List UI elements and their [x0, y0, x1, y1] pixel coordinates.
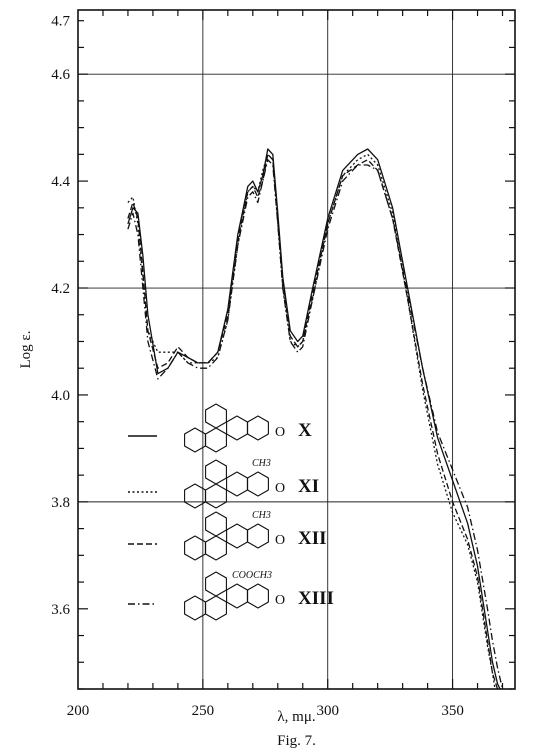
x-tick-label: 200: [67, 703, 90, 719]
y-tick-label: 3.6: [51, 602, 70, 618]
series-line-xiii: [127, 159, 504, 690]
ring-shape: [184, 535, 206, 561]
series-layer: [127, 148, 504, 690]
y-tick-label: 4.7: [51, 14, 70, 30]
structure-icon: O: [184, 511, 285, 561]
substituent-label: CH3: [252, 458, 271, 469]
ring-shape: [226, 471, 248, 497]
substituent-label: COOCH3: [232, 570, 272, 581]
x-tick-label: 350: [441, 703, 464, 719]
carbonyl-o-mark: O: [275, 533, 285, 548]
ring-shape: [205, 571, 227, 597]
carbonyl-o-mark: O: [275, 481, 285, 496]
ring-shape: [205, 511, 227, 537]
axis-ticks: 200 250 300 350 3.6 3.8 4.0 4.2 4.4 4.6 4.7: [51, 10, 515, 719]
legend-label-xiii: XIII: [298, 588, 334, 609]
x-axis-label: λ, mμ.: [277, 709, 315, 725]
ring-shape: [247, 415, 269, 441]
substituent-label: CH3: [252, 510, 271, 521]
legend-label-xi: XI: [298, 476, 319, 497]
x-tick-label: 300: [316, 703, 339, 719]
figure-caption: Fig. 7.: [277, 733, 316, 749]
y-tick-label: 4.0: [51, 388, 70, 404]
y-tick-label: 4.2: [51, 281, 70, 297]
ring-shape: [226, 415, 248, 441]
ring-shape: [184, 483, 206, 509]
ring-shape: [184, 427, 206, 453]
ring-shape: [205, 483, 227, 509]
carbonyl-o-mark: O: [275, 593, 285, 608]
y-axis-label: Log ε.: [18, 331, 34, 369]
legend-label-xii: XII: [298, 528, 327, 549]
x-tick-label: 250: [192, 703, 215, 719]
ring-shape: [247, 471, 269, 497]
y-tick-label: 4.4: [51, 174, 70, 190]
ring-shape: [226, 523, 248, 549]
ring-shape: [226, 583, 248, 609]
y-tick-label: 4.6: [51, 67, 70, 83]
ring-shape: [205, 427, 227, 453]
plot-frame: [77, 9, 516, 690]
ring-shape: [205, 403, 227, 429]
ring-shape: [247, 583, 269, 609]
ring-shape: [205, 459, 227, 485]
legend-label-x: X: [298, 420, 312, 441]
structure-icon: O: [184, 403, 285, 453]
gridlines: [78, 10, 515, 689]
ring-shape: [205, 535, 227, 561]
carbonyl-o-mark: O: [275, 425, 285, 440]
structure-icon: O: [184, 571, 285, 621]
ring-shape: [205, 595, 227, 621]
structure-icon: O: [184, 459, 285, 509]
y-tick-label: 3.8: [51, 495, 70, 511]
ring-shape: [184, 595, 206, 621]
ring-shape: [247, 523, 269, 549]
